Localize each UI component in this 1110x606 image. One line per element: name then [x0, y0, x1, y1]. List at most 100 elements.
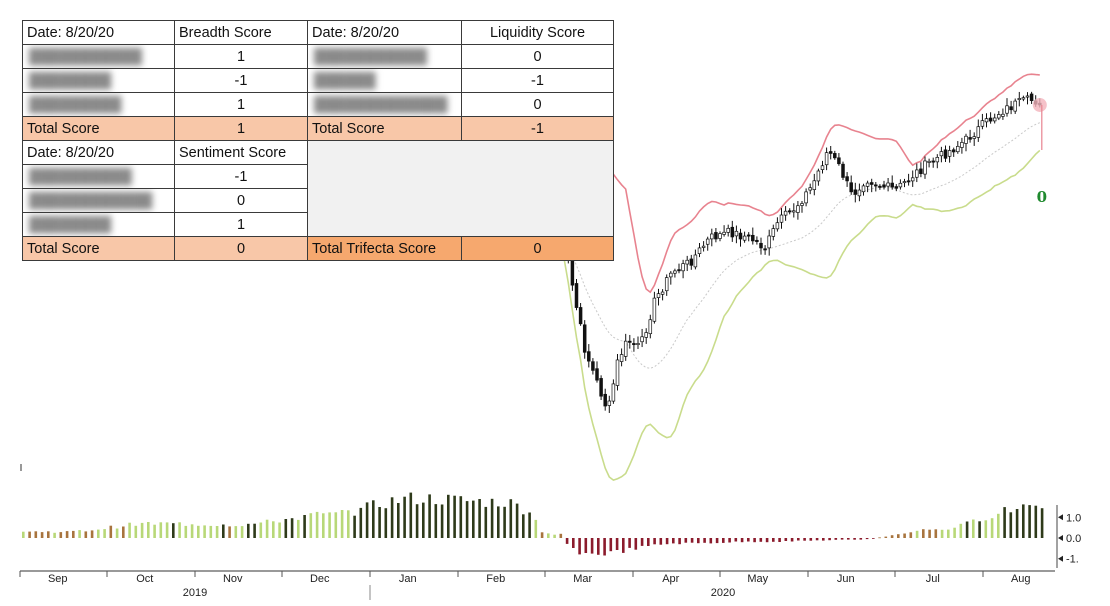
oscillator-bar: [509, 499, 513, 538]
oscillator-bar: [65, 531, 69, 538]
candle-body: [746, 234, 751, 237]
oscillator-bar: [228, 526, 231, 538]
sentiment-value: 0: [174, 188, 308, 213]
candle-body: [669, 272, 673, 278]
redacted-breadth-indicator: ████████: [22, 68, 175, 93]
redacted-liquidity-indicator: █████████████: [307, 92, 462, 117]
oscillator-bar: [347, 510, 350, 538]
candle-body: [701, 245, 706, 248]
oscillator-bar: [1040, 508, 1044, 538]
candle-body: [738, 232, 743, 240]
sentiment-value: 1: [174, 212, 308, 237]
oscillator-bar: [759, 538, 763, 542]
oscillator-bar: [334, 512, 338, 538]
candle-body: [796, 205, 800, 213]
candle-body: [980, 120, 985, 127]
month-label: Sep: [48, 573, 68, 585]
candle-body: [1001, 113, 1005, 117]
oscillator-bar: [784, 538, 788, 541]
oscillator-tick-label: -1.: [1066, 554, 1079, 566]
table-row: ████████ -1 ██████ -1: [22, 68, 614, 93]
y-tick-marker: [1058, 555, 1063, 562]
oscillator-bar: [565, 538, 569, 544]
candle-body: [931, 160, 935, 163]
oscillator-bar: [959, 523, 963, 538]
table-row: Total Score 1 Total Score -1: [22, 116, 614, 141]
oscillator-bar: [447, 494, 450, 538]
oscillator-bar: [1022, 504, 1025, 538]
candle-body: [853, 189, 858, 195]
oscillator-bar: [740, 538, 744, 543]
month-label: Oct: [136, 573, 153, 585]
oscillator-bar: [165, 522, 169, 538]
liquidity-value: 0: [461, 44, 614, 69]
candle-body: [947, 150, 952, 157]
oscillator-tick-label: 0.0: [1066, 533, 1081, 545]
oscillator-bar: [915, 530, 919, 538]
candle-body: [726, 227, 730, 233]
sentiment-value: -1: [174, 164, 308, 189]
candle-body: [1021, 97, 1026, 100]
oscillator-bar: [290, 518, 294, 538]
candle-body: [808, 187, 812, 191]
price-panel: 0: [554, 20, 1047, 481]
oscillator-bar: [672, 538, 675, 544]
candle-body: [615, 359, 620, 386]
oscillator-bar: [840, 538, 844, 540]
oscillator-bar: [903, 533, 906, 538]
oscillator-bar: [503, 506, 506, 538]
oscillator-bar: [815, 538, 819, 541]
lower-band-line: [555, 149, 1041, 481]
candle-body: [874, 184, 878, 187]
candle-body: [587, 351, 591, 362]
candle-body: [619, 354, 624, 362]
oscillator-bar: [522, 514, 525, 538]
candle-body: [878, 185, 882, 188]
oscillator-bar: [822, 538, 825, 541]
oscillator-bar: [609, 538, 613, 552]
oscillator-bar: [422, 502, 425, 538]
oscillator-bar: [615, 538, 619, 550]
redacted-sentiment-indicator: ████████: [22, 212, 175, 237]
oscillator-bar: [753, 538, 756, 543]
oscillator-bar: [40, 532, 44, 538]
candle-body: [1017, 98, 1022, 100]
candle-body: [828, 151, 833, 154]
candle-body: [976, 126, 981, 138]
candle-body: [968, 137, 972, 140]
candle-body: [660, 291, 665, 295]
oscillator-bar: [428, 494, 431, 538]
oscillator-bar: [22, 531, 25, 538]
oscillator-bar: [884, 536, 888, 538]
candle-body: [599, 378, 603, 397]
oscillator-bar: [584, 538, 588, 553]
table-row: Total Score 0 Total Trifecta Score 0: [22, 236, 614, 261]
oscillator-bar: [1034, 505, 1038, 538]
redacted-breadth-indicator: ███████████: [22, 44, 175, 69]
candle-body: [837, 157, 841, 165]
candle-body: [890, 182, 894, 188]
candle-body: [611, 383, 616, 402]
candle-body: [988, 117, 993, 122]
oscillator-bar: [947, 529, 950, 538]
table-row: █████████ 1 █████████████ 0: [22, 92, 614, 117]
candle-body: [582, 324, 587, 353]
candle-body: [693, 254, 698, 268]
oscillator-bar: [984, 520, 988, 538]
upper-band-line: [555, 73, 1040, 294]
candle-body: [1025, 95, 1030, 98]
candle-body: [792, 210, 796, 213]
oscillator-bar: [572, 538, 575, 548]
oscillator-bar: [484, 506, 488, 538]
oscillator-bar: [697, 538, 700, 544]
y-tick-marker: [1058, 514, 1063, 521]
oscillator-bar: [328, 512, 331, 538]
oscillator-bar: [797, 538, 800, 541]
oscillator-bar: [359, 507, 363, 538]
oscillator-bar: [647, 538, 650, 546]
time-axis: Sep Oct Nov Dec Jan Feb Mar Apr May Jun Jul Aug 2019…: [19, 570, 1055, 600]
oscillator-bar: [340, 510, 344, 538]
oscillator-bar: [28, 531, 31, 538]
candle-body: [927, 160, 931, 163]
month-label: Feb: [486, 573, 505, 585]
